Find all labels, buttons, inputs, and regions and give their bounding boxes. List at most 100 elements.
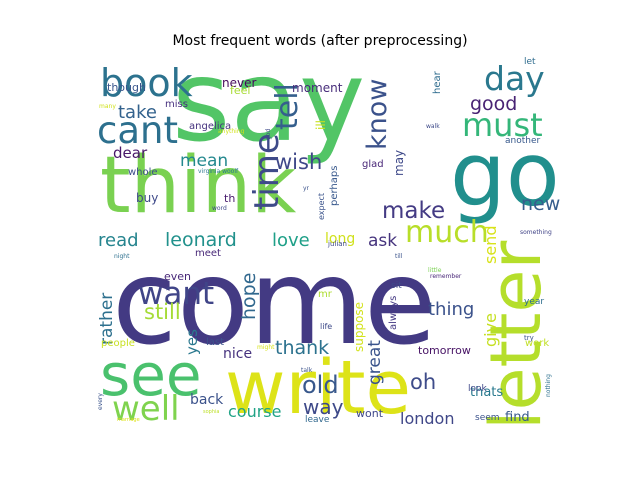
word-never: never	[222, 76, 256, 90]
word-find: find	[505, 410, 530, 425]
word-still: still	[144, 300, 181, 324]
word-must: must	[462, 106, 543, 144]
word-old: old	[302, 371, 339, 399]
word-thank: thank	[275, 337, 329, 359]
word-moment: moment	[292, 81, 343, 95]
word-word: word	[212, 205, 227, 212]
word-people: people	[101, 338, 135, 349]
chart-title: Most frequent words (after preprocessing…	[172, 33, 468, 49]
word-course: course	[228, 402, 281, 421]
word-suppose: suppose	[352, 302, 366, 352]
word-thats: thats	[470, 385, 503, 400]
word-sit: sit	[391, 281, 402, 291]
word-sophia: sophia	[203, 409, 219, 415]
word-angelica: angelica	[189, 121, 231, 132]
word-let: let	[524, 57, 536, 67]
word-mr: mr	[318, 289, 333, 300]
word-ask: ask	[368, 231, 397, 251]
word-every: every	[97, 393, 104, 410]
word-th: th	[224, 192, 235, 205]
word-wish: wish	[275, 150, 322, 174]
word-though: though	[107, 81, 146, 94]
word-nothing: nothing	[545, 374, 552, 397]
word-anything: anything	[218, 128, 245, 135]
word-long: long	[325, 231, 355, 247]
word-may: may	[392, 150, 406, 176]
word-new: new	[521, 193, 560, 215]
word-meet: meet	[195, 248, 221, 259]
word-remember: remember	[430, 273, 462, 280]
word-letter: letter	[475, 241, 557, 430]
word-julian: julian	[327, 240, 347, 248]
word-year: year	[524, 297, 544, 307]
word-read: read	[98, 230, 139, 251]
word-send: send	[481, 226, 500, 264]
word-great: great	[365, 340, 385, 385]
word-book: book	[100, 61, 193, 105]
word-tell: tell	[270, 83, 305, 130]
word-look: look	[468, 384, 488, 394]
word-tomorrow: tomorrow	[418, 344, 471, 357]
word-work: work	[525, 338, 549, 349]
word-yes: yes	[183, 329, 201, 355]
word-well: well	[112, 389, 180, 429]
word-say: say	[172, 37, 365, 167]
word-miss: miss	[165, 99, 188, 110]
word-mean: mean	[180, 151, 228, 171]
word-walk: walk	[426, 123, 440, 130]
word-seem: seem	[475, 413, 500, 423]
word-feel: feel	[230, 84, 250, 97]
word-last: last	[206, 337, 224, 348]
word-go: go	[450, 123, 560, 226]
word-many: many	[99, 103, 116, 110]
word-write: write	[225, 345, 411, 431]
word-leave: leave	[305, 415, 330, 425]
word-take: take	[118, 102, 157, 123]
word-thing: thing	[428, 299, 474, 320]
word-nice: nice	[223, 346, 252, 362]
word-talk: talk	[301, 367, 313, 374]
word-another: another	[505, 136, 540, 146]
word-buy: buy	[136, 191, 158, 205]
word-wont: wont	[356, 407, 384, 420]
word-marriage: marriage	[117, 417, 140, 423]
word-much: much	[405, 215, 489, 250]
word-come: come	[112, 233, 437, 371]
word-something: something	[520, 229, 552, 236]
word-see: see	[100, 341, 202, 409]
word-way: way	[303, 395, 344, 419]
word-want: want	[138, 276, 214, 312]
word-glad: glad	[362, 159, 384, 170]
word-expect: expect	[317, 193, 326, 220]
word-god: god	[265, 129, 272, 140]
word-even: even	[164, 270, 191, 283]
word-try: try	[524, 334, 534, 342]
word-rather: rather	[97, 293, 117, 345]
word-cant: cant	[97, 109, 178, 152]
word-make: make	[382, 198, 445, 224]
word-perhaps: perhaps	[329, 166, 340, 206]
word-whole: whole	[128, 167, 158, 178]
word-night: night	[114, 253, 130, 260]
word-life: life	[320, 322, 332, 331]
word-virginia-woolf: virginia woolf	[198, 168, 239, 175]
word-love: love	[272, 230, 310, 251]
word-hope: hope	[238, 273, 260, 320]
word-give: give	[481, 313, 500, 347]
word-day: day	[484, 59, 545, 98]
word-good: good	[470, 93, 517, 115]
word-ill: ill	[314, 120, 328, 130]
word-hear: hear	[432, 70, 443, 94]
word-know: know	[362, 79, 393, 150]
word-think: think	[100, 141, 296, 231]
word-till: till	[395, 253, 403, 260]
word-oh: oh	[410, 370, 436, 394]
word-london: london	[400, 409, 454, 428]
word-time: time	[247, 133, 287, 210]
word-dear: dear	[113, 144, 148, 162]
word-little: little	[428, 267, 442, 274]
word-yr: yr	[303, 185, 310, 192]
word-back: back	[190, 392, 224, 408]
word-might: might	[257, 344, 275, 351]
